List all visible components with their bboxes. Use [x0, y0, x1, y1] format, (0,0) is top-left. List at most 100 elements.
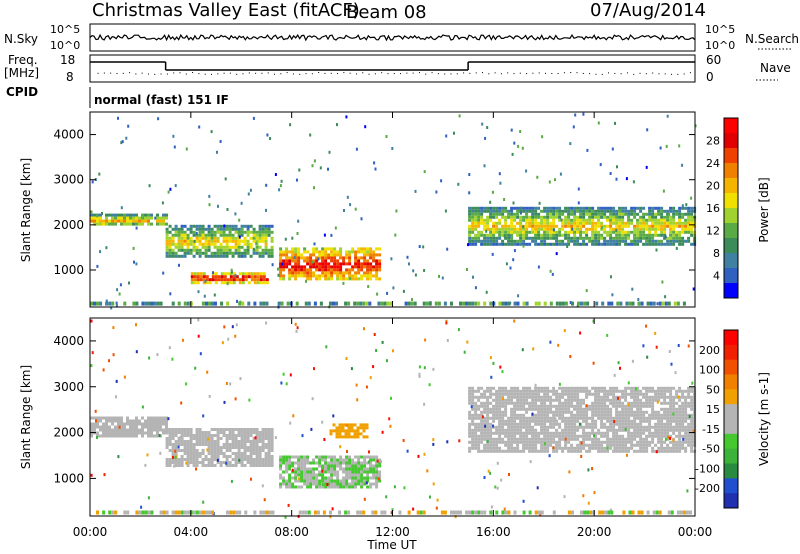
- noise-cell: [554, 178, 556, 182]
- nave-dot: [103, 72, 105, 74]
- heatmap-cell: [642, 419, 646, 423]
- heatmap-cell: [525, 401, 529, 405]
- heatmap-cell: [678, 413, 682, 417]
- heatmap-cell: [372, 256, 376, 260]
- heatmap-cell: [219, 449, 223, 452]
- heatmap-cell: [636, 440, 640, 444]
- heatmap-cell: [660, 413, 664, 417]
- heatmap-cell: [534, 419, 538, 423]
- heatmap-cell: [99, 213, 102, 217]
- noise-cell: [213, 293, 216, 297]
- noise-cell: [226, 208, 229, 211]
- heatmap-cell: [687, 389, 691, 393]
- heatmap-cell: [333, 253, 337, 257]
- heatmap-cell: [609, 443, 613, 447]
- heatmap-cell: [219, 437, 223, 440]
- heatmap-cell: [183, 254, 187, 258]
- heatmap-cell: [177, 443, 181, 446]
- heatmap-cell: [594, 389, 598, 393]
- heatmap-cell: [624, 233, 628, 237]
- heatmap-cell: [258, 455, 262, 458]
- velocity-colorbar-label: 200: [699, 344, 720, 357]
- heatmap-cell: [528, 440, 532, 444]
- heatmap-cell: [126, 222, 129, 226]
- heatmap-cell: [570, 398, 574, 402]
- heatmap-cell: [510, 416, 514, 420]
- heatmap-cell: [558, 386, 562, 390]
- nave-tick-bottom: 0: [706, 70, 714, 84]
- heatmap-cell: [303, 482, 307, 486]
- heatmap-cell: [262, 275, 266, 279]
- heatmap-cell: [219, 248, 223, 252]
- heatmap-cell: [365, 435, 369, 439]
- heatmap-cell: [630, 206, 634, 210]
- noise-cell: [519, 211, 522, 215]
- heatmap-cell: [495, 221, 499, 225]
- heatmap-cell: [240, 434, 244, 437]
- heatmap-cell: [528, 401, 532, 405]
- heatmap-cell: [471, 413, 475, 417]
- heatmap-cell: [594, 443, 598, 447]
- noise-cell: [563, 329, 566, 333]
- heatmap-cell: [675, 440, 679, 444]
- heatmap-cell: [507, 233, 511, 237]
- heatmap-cell: [315, 274, 319, 278]
- heatmap-cell: [672, 446, 676, 450]
- heatmap-cell: [651, 386, 655, 390]
- heatmap-cell: [243, 224, 247, 228]
- noise-cell: [225, 461, 228, 465]
- noise-cell: [499, 181, 502, 185]
- noise-cell: [579, 331, 582, 335]
- heatmap-cell: [630, 425, 634, 429]
- heatmap-cell: [606, 233, 610, 237]
- heatmap-cell: [537, 398, 541, 402]
- heatmap-cell: [585, 416, 589, 420]
- heatmap-cell: [336, 265, 340, 269]
- noise-cell: [558, 382, 561, 386]
- heatmap-cell: [294, 259, 298, 263]
- heatmap-cell: [549, 431, 553, 435]
- heatmap-cell: [237, 452, 241, 455]
- nave-dot: [576, 72, 578, 74]
- heatmap-cell: [690, 395, 694, 399]
- noise-cell: [345, 115, 348, 119]
- heatmap-cell: [591, 401, 595, 405]
- heatmap-cell: [138, 428, 141, 432]
- noise-cell: [219, 140, 222, 143]
- heatmap-cell: [555, 392, 559, 396]
- heatmap-cell: [297, 274, 301, 278]
- heatmap-cell: [489, 212, 493, 216]
- heatmap-cell: [507, 434, 511, 438]
- heatmap-cell: [519, 221, 523, 225]
- heatmap-cell: [594, 242, 598, 246]
- heatmap-cell: [645, 239, 649, 243]
- heatmap-cell: [471, 407, 475, 411]
- heatmap-cell: [171, 449, 175, 452]
- heatmap-cell: [150, 419, 153, 423]
- heatmap-cell: [345, 482, 349, 486]
- heatmap-cell: [636, 449, 640, 453]
- heatmap-cell: [285, 247, 289, 251]
- heatmap-cell: [666, 218, 670, 222]
- heatmap-cell: [261, 254, 265, 258]
- noise-cell: [385, 135, 388, 138]
- heatmap-cell: [189, 440, 193, 443]
- noise-cell: [664, 235, 667, 239]
- heatmap-cell: [303, 259, 307, 263]
- heatmap-cell: [681, 434, 685, 438]
- heatmap-cell: [546, 221, 550, 225]
- heatmap-cell: [495, 398, 499, 402]
- near-range-cell: [105, 301, 109, 306]
- heatmap-cell: [486, 443, 490, 447]
- nave-dot: [425, 73, 427, 75]
- noise-cell: [349, 203, 352, 207]
- heatmap-cell: [636, 221, 640, 225]
- noise-cell: [509, 266, 512, 270]
- heatmap-cell: [330, 455, 334, 459]
- heatmap-cell: [603, 395, 607, 399]
- heatmap-cell: [492, 407, 496, 411]
- heatmap-cell: [162, 428, 165, 432]
- heatmap-cell: [495, 239, 499, 243]
- near-range-cell: [625, 301, 629, 306]
- heatmap-cell: [219, 428, 223, 431]
